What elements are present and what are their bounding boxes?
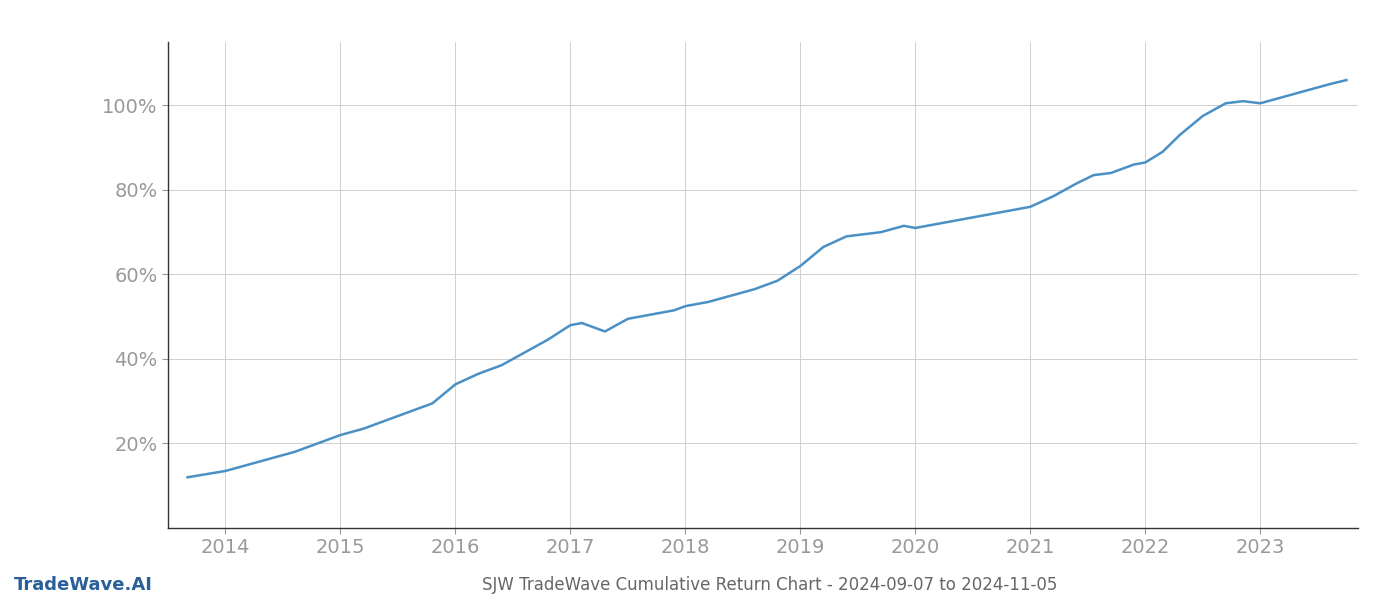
Text: TradeWave.AI: TradeWave.AI — [14, 576, 153, 594]
Text: SJW TradeWave Cumulative Return Chart - 2024-09-07 to 2024-11-05: SJW TradeWave Cumulative Return Chart - … — [483, 576, 1057, 594]
